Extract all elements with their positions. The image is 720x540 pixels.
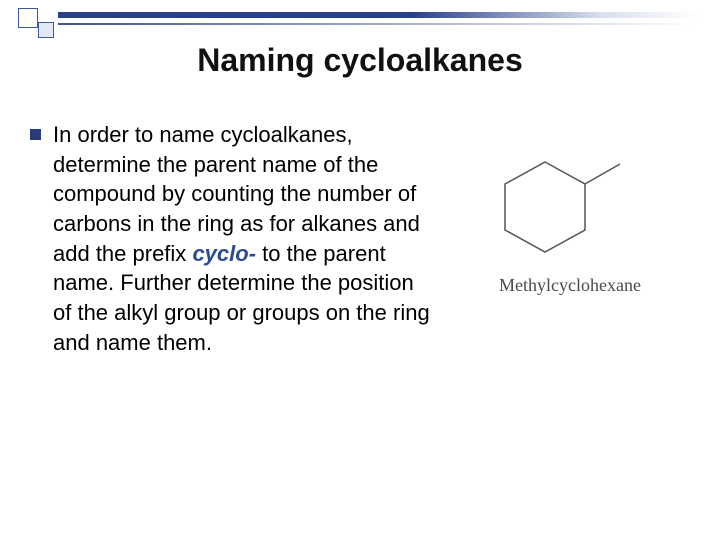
molecule-diagram: [485, 152, 655, 267]
cyclohexane-ring-icon: [505, 162, 585, 252]
deco-square-fill: [38, 22, 54, 38]
methyl-bond-icon: [585, 164, 620, 184]
bullet-marker-icon: [30, 129, 41, 140]
deco-bar-thick: [58, 12, 698, 18]
figure-column: Methylcyclohexane: [450, 120, 690, 296]
molecule-caption: Methylcyclohexane: [450, 275, 690, 296]
deco-bar-thin: [58, 23, 698, 25]
bullet-item: In order to name cycloalkanes, determine…: [30, 120, 430, 358]
slide-title: Naming cycloalkanes: [0, 42, 720, 79]
text-column: In order to name cycloalkanes, determine…: [30, 120, 430, 358]
bullet-emphasis: cyclo-: [192, 241, 256, 266]
header-decoration: [0, 0, 720, 40]
deco-square-outline: [18, 8, 38, 28]
content-area: In order to name cycloalkanes, determine…: [30, 120, 690, 358]
bullet-text: In order to name cycloalkanes, determine…: [53, 120, 430, 358]
